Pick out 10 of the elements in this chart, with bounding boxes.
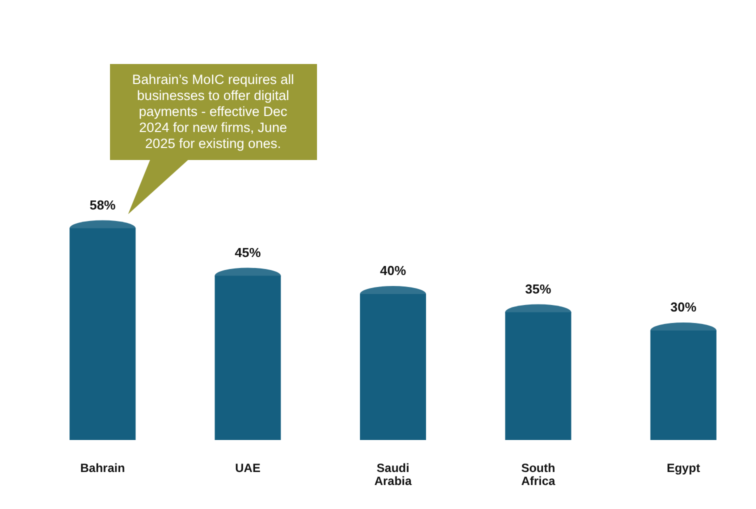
- data-label: 35%: [525, 281, 552, 296]
- data-label: 30%: [670, 300, 697, 315]
- data-label: 58%: [90, 197, 116, 212]
- x-tick-label: Saudi Arabia: [374, 460, 412, 488]
- x-tick-label: Egypt: [666, 460, 700, 475]
- data-label: 45%: [234, 244, 262, 260]
- data-label: 40%: [380, 263, 406, 278]
- x-tick-label: South Africa: [521, 460, 556, 488]
- x-tick-label: Bahrain: [80, 460, 125, 475]
- x-tick-label: UAE: [235, 460, 260, 475]
